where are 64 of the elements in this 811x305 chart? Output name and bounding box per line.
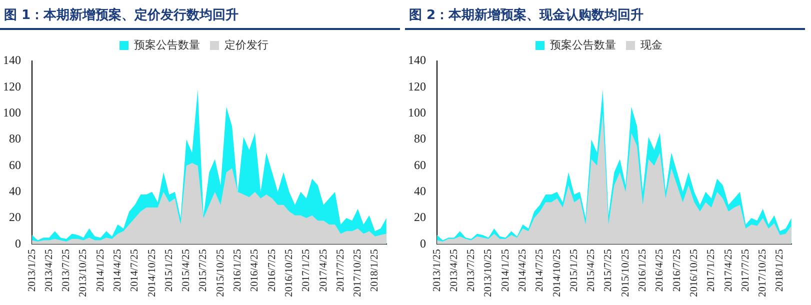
x-tick-label: 2016/7/25 [266, 249, 278, 292]
x-tick-label: 2015/7/25 [603, 249, 614, 292]
y-tick-label: 20 [414, 210, 426, 224]
x-tick-label: 2016/7/25 [672, 249, 683, 292]
x-tick-label: 2015/10/25 [215, 249, 226, 298]
legend-label: 预案公告数量 [134, 38, 200, 52]
x-tick-label: 2017/10/25 [352, 249, 364, 298]
x-tick-label: 2014/7/25 [130, 249, 141, 292]
chart-title: 图 1：本期新增预案、定价发行数均回升 [0, 0, 400, 30]
legend-label: 定价发行 [224, 38, 268, 52]
x-tick-label: 2013/4/25 [448, 249, 460, 292]
chart-title: 图 2：本期新增预案、现金认购数均回升 [405, 0, 805, 30]
x-tick-label: 2016/1/25 [232, 249, 244, 292]
x-tick-label: 2014/1/25 [500, 249, 512, 292]
y-tick-label: 40 [9, 184, 21, 198]
x-tick-label: 2016/4/25 [250, 249, 261, 292]
x-tick-label: 2013/1/25 [432, 249, 443, 292]
x-tick-label: 2018/1/25 [774, 249, 786, 292]
y-tick-label: 100 [408, 105, 426, 120]
y-tick-label: 20 [9, 210, 21, 224]
x-tick-label: 2015/4/25 [586, 249, 598, 292]
x-tick-label: 2016/1/25 [638, 249, 649, 292]
x-tick-label: 2017/1/25 [301, 249, 312, 292]
legend-label: 现金 [640, 38, 662, 52]
x-tick-label: 2016/4/25 [654, 249, 666, 292]
y-tick-label: 0 [15, 236, 21, 250]
x-tick-label: 2014/10/25 [146, 249, 158, 298]
x-tick-label: 2013/7/25 [61, 249, 72, 292]
x-tick-label: 2017/1/25 [706, 249, 718, 292]
x-tick-label: 2017/10/25 [758, 249, 769, 298]
x-tick-label: 2015/4/25 [181, 249, 192, 292]
x-tick-label: 2013/1/25 [26, 249, 38, 292]
x-tick-label: 2014/7/25 [534, 249, 546, 292]
y-tick-label: 60 [414, 158, 426, 172]
y-tick-label: 60 [9, 158, 21, 172]
x-tick-label: 2015/1/25 [164, 249, 175, 292]
x-tick-label: 2013/10/25 [78, 249, 90, 298]
x-tick-label: 2016/10/25 [284, 249, 295, 298]
x-tick-label: 2017/4/25 [723, 249, 734, 292]
x-tick-label: 2016/10/25 [688, 249, 700, 298]
x-tick-label: 2014/1/25 [95, 249, 106, 292]
x-tick-label: 2015/10/25 [620, 249, 632, 298]
y-tick-label: 120 [3, 79, 21, 94]
y-tick-label: 80 [9, 132, 21, 146]
x-tick-label: 2015/1/25 [568, 249, 580, 292]
x-tick-label: 2014/4/25 [517, 249, 528, 292]
legend-label: 预案公告数量 [550, 38, 616, 52]
x-tick-label: 2014/4/25 [112, 249, 124, 292]
y-tick-label: 0 [420, 236, 426, 250]
y-tick-label: 120 [408, 79, 426, 94]
y-tick-label: 80 [414, 132, 426, 146]
x-tick-label: 2013/7/25 [466, 249, 478, 292]
y-tick-label: 140 [408, 53, 426, 68]
x-tick-label: 2017/7/25 [740, 249, 752, 292]
x-tick-label: 2017/7/25 [335, 249, 346, 292]
x-tick-label: 2018/1/25 [370, 249, 381, 292]
y-tick-label: 40 [414, 184, 426, 198]
y-tick-label: 140 [3, 53, 21, 68]
x-tick-label: 2015/7/25 [198, 249, 210, 292]
x-tick-label: 2014/10/25 [552, 249, 563, 298]
x-tick-label: 2013/10/25 [483, 249, 494, 298]
x-tick-label: 2013/4/25 [44, 249, 55, 292]
y-tick-label: 100 [3, 105, 21, 120]
x-tick-label: 2017/4/25 [318, 249, 330, 292]
